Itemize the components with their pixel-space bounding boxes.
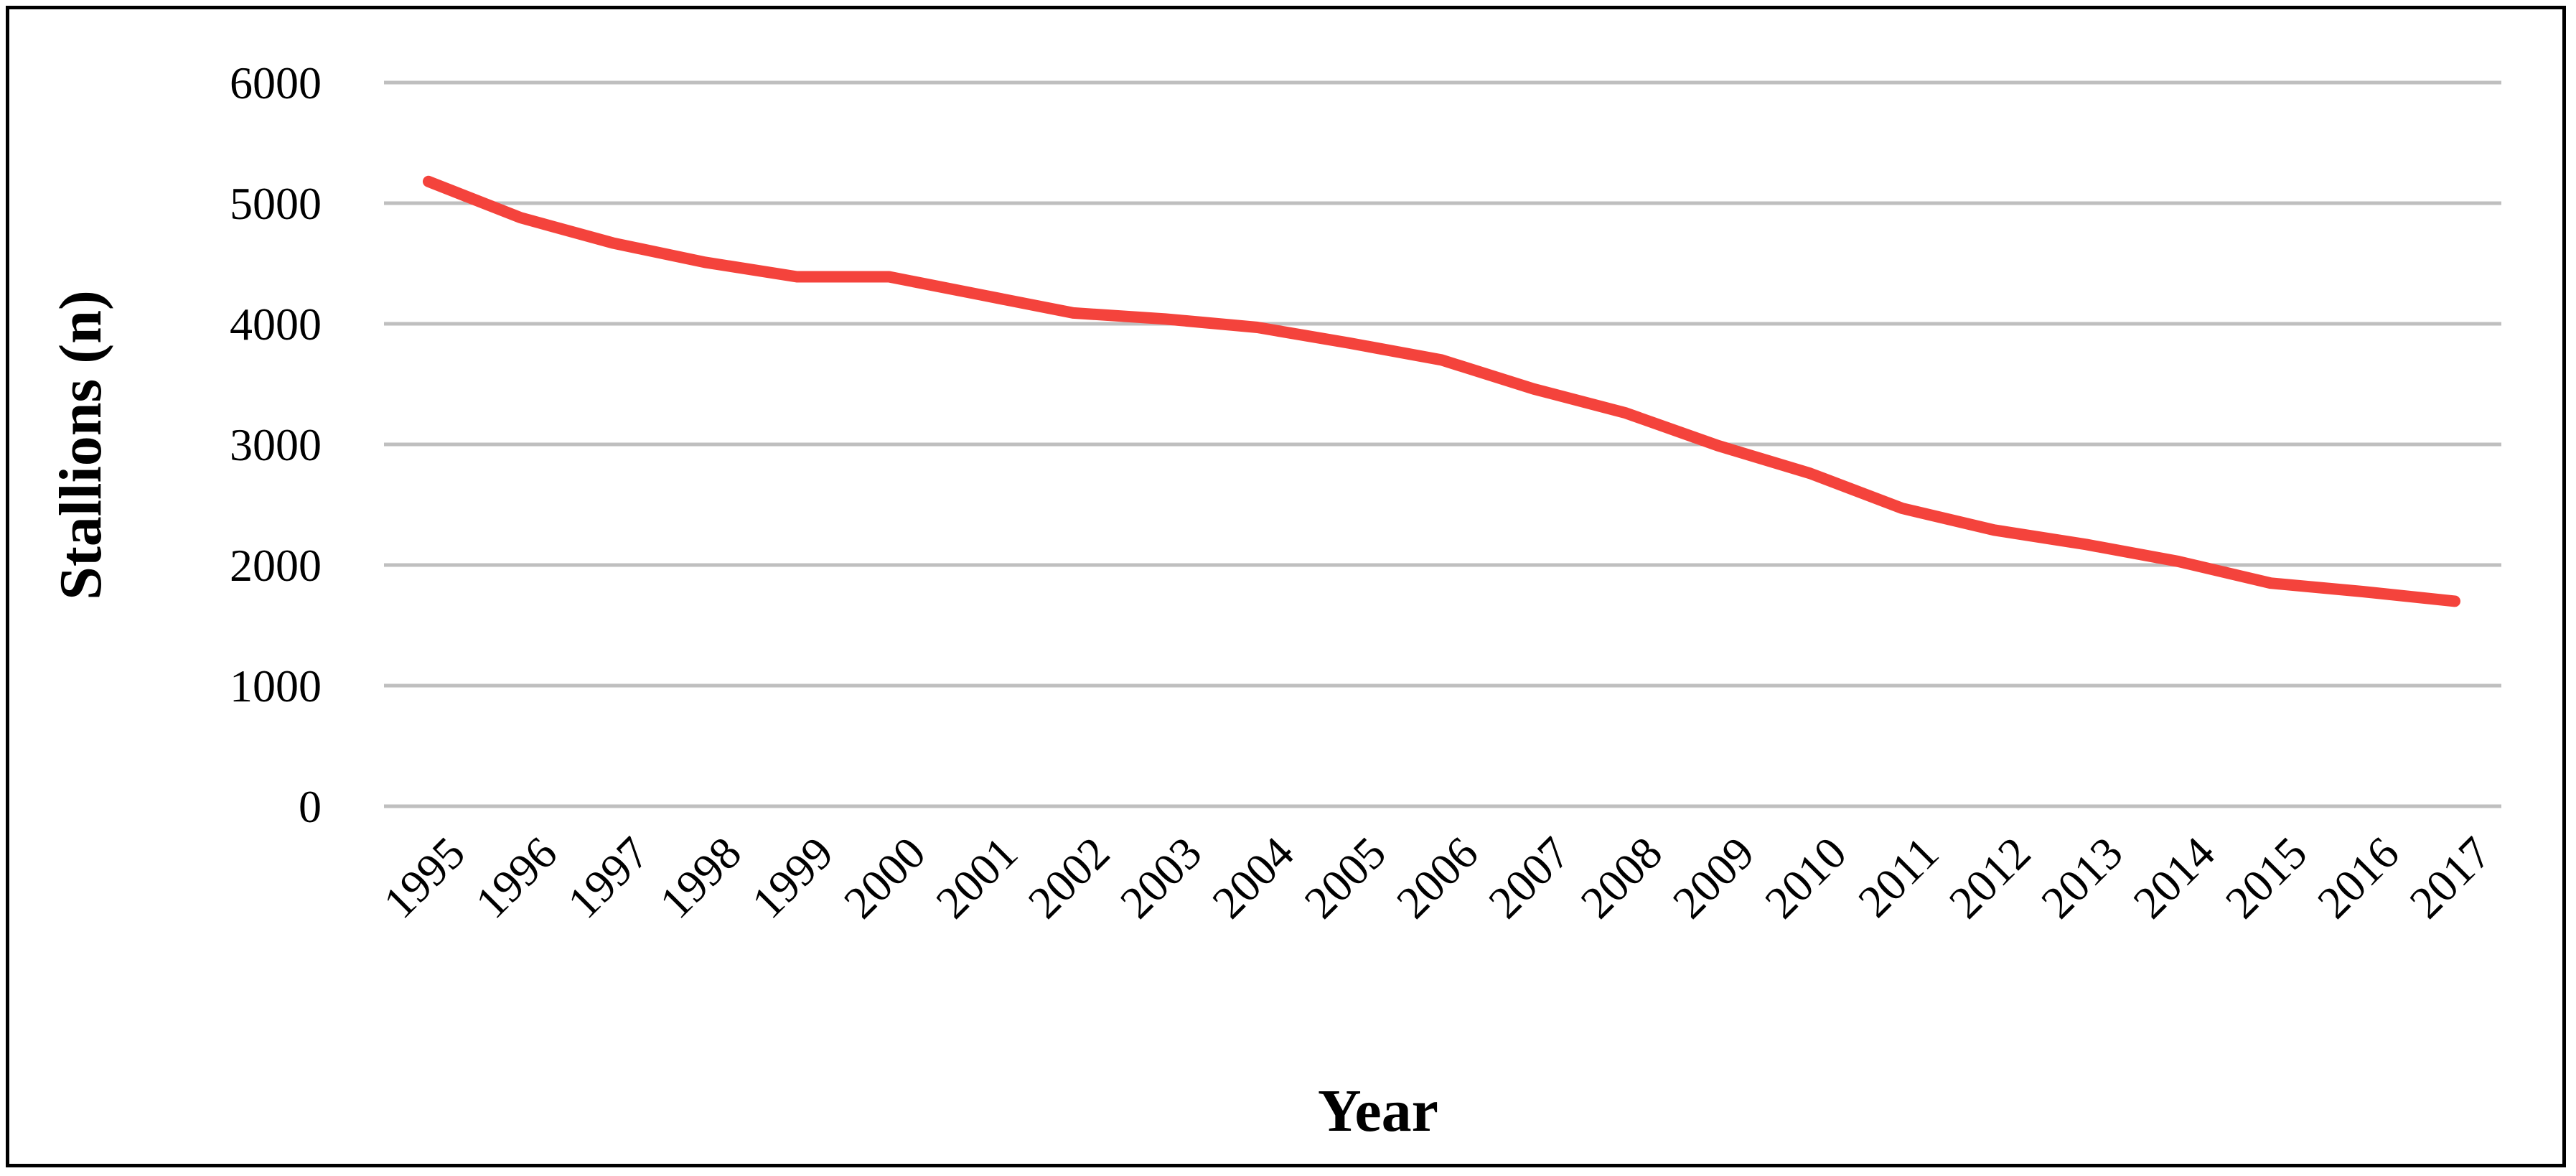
- x-tick-label: 1995: [373, 827, 474, 928]
- x-tick-label: 2011: [1848, 827, 1948, 927]
- x-tick-label: 2003: [1110, 827, 1212, 928]
- x-tick-label: 2007: [1479, 827, 1580, 928]
- x-tick-label: 2016: [2308, 827, 2409, 928]
- x-tick-label: 2015: [2216, 827, 2317, 928]
- x-tick-label: 1999: [742, 827, 843, 928]
- series-layer: [423, 175, 2460, 607]
- y-tick-label: 3000: [230, 419, 322, 470]
- x-tick-label: 1997: [558, 827, 659, 928]
- x-axis-tick-labels: 1995199619971998199920002001200220032004…: [373, 827, 2501, 928]
- y-tick-label: 0: [299, 781, 322, 832]
- x-tick-label: 2004: [1202, 827, 1303, 928]
- y-axis-title: Stallions (n): [47, 290, 114, 600]
- x-tick-label: 2005: [1295, 827, 1396, 928]
- gridlines: [384, 80, 2501, 808]
- y-tick-label: 1000: [230, 661, 322, 711]
- x-tick-label: 1996: [466, 827, 567, 928]
- x-tick-label: 1998: [650, 827, 751, 928]
- y-tick-label: 6000: [230, 57, 322, 108]
- y-axis-tick-labels: 0 1000 2000 3000 4000 5000 6000: [230, 57, 322, 832]
- y-tick-label: 2000: [230, 540, 322, 591]
- chart-frame: [6, 6, 2566, 1167]
- x-tick-label: 2001: [926, 827, 1027, 928]
- x-tick-label: 2006: [1387, 827, 1488, 928]
- x-tick-label: 2013: [2031, 827, 2132, 928]
- x-tick-label: 2010: [1755, 827, 1856, 928]
- x-tick-label: 2017: [2399, 827, 2501, 928]
- series-line-0: [423, 175, 2460, 607]
- x-tick-label: 2002: [1018, 827, 1120, 928]
- x-tick-label: 2009: [1663, 827, 1764, 928]
- x-tick-label: 2012: [1939, 827, 2041, 928]
- x-tick-label: 2014: [2123, 827, 2224, 928]
- x-tick-label: 2000: [834, 827, 935, 928]
- y-tick-label: 4000: [230, 299, 322, 350]
- y-tick-label: 5000: [230, 178, 322, 229]
- x-tick-label: 2008: [1571, 827, 1672, 928]
- x-axis-title: Year: [1318, 1078, 1438, 1144]
